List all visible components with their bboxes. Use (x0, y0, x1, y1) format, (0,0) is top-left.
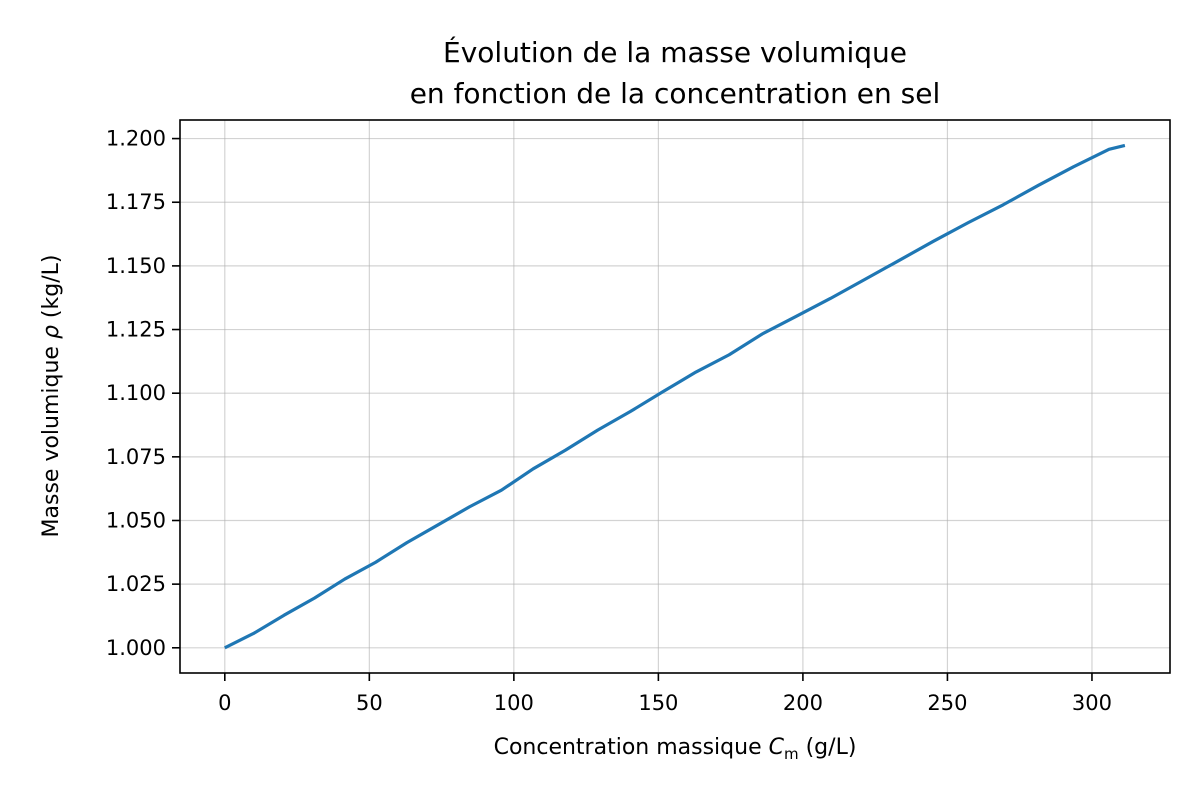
y-tick-label: 1.150 (106, 254, 166, 278)
y-tick-label: 1.075 (106, 445, 166, 469)
y-axis-label-prefix: Masse volumique (39, 339, 64, 537)
y-tick-label: 1.025 (106, 572, 166, 596)
y-tick-label: 1.000 (106, 636, 166, 660)
x-axis-label-suffix: (g/L) (799, 735, 857, 760)
x-tick-label: 150 (638, 691, 678, 715)
series-line (224, 143, 1126, 650)
x-tick-label: 0 (218, 691, 231, 715)
x-axis-label-subscript: m (784, 745, 799, 763)
y-tick-label: 1.100 (106, 381, 166, 405)
plot-frame (179, 119, 1171, 674)
x-tick-label: 250 (927, 691, 967, 715)
x-axis-label-symbol: C (769, 735, 785, 760)
grid (180, 120, 1170, 673)
series-layer (224, 143, 1126, 650)
y-axis-label-symbol: ρ (39, 325, 64, 339)
chart-title-line-1: Évolution de la masse volumique (443, 35, 907, 69)
x-tick-label: 50 (356, 691, 383, 715)
chart-title-line-2: en fonction de la concentration en sel (410, 77, 941, 110)
y-tick-label: 1.125 (106, 318, 166, 342)
x-tick-label: 200 (783, 691, 823, 715)
x-axis-label-prefix: Concentration massique (494, 735, 769, 760)
y-axis-label-suffix: (kg/L) (39, 255, 64, 326)
x-tick-label: 300 (1072, 691, 1112, 715)
y-tick-label: 1.050 (106, 508, 166, 532)
y-tick-label: 1.200 (106, 127, 166, 151)
y-axis-ticks: 1.000 1.025 1.050 1.075 1.100 1.125 1.150 1.175… (106, 127, 180, 660)
x-axis-ticks: 0 50 100 150 200 250 300 (218, 673, 1112, 715)
y-axis-label: Masse volumique ρ (kg/L) (39, 255, 64, 538)
x-tick-label: 100 (494, 691, 534, 715)
y-tick-label: 1.175 (106, 190, 166, 214)
x-axis-label: Concentration massique Cm (g/L) (494, 735, 857, 763)
